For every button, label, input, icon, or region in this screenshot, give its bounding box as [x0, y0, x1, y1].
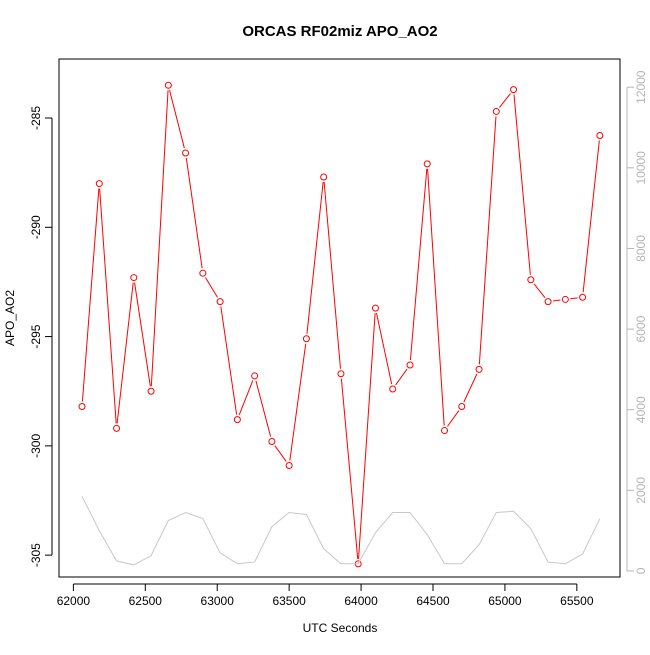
- primary-series-point: [596, 131, 604, 139]
- primary-series-point: [423, 160, 431, 168]
- plot-frame: [58, 58, 621, 578]
- primary-series-segment: [533, 283, 546, 298]
- primary-series-segment: [169, 89, 185, 149]
- primary-series-point: [78, 403, 86, 411]
- primary-series-point: [147, 387, 155, 395]
- chart-title: ORCAS RF02miz APO_AO2: [242, 23, 437, 40]
- primary-series-segment: [134, 282, 151, 387]
- y-tick-label: -285: [29, 106, 43, 130]
- x-tick-label: 65000: [488, 594, 522, 608]
- primary-series-segment: [274, 445, 287, 462]
- primary-series-point: [510, 86, 518, 94]
- primary-series-point: [285, 462, 293, 470]
- primary-series-segment: [463, 373, 478, 403]
- primary-series-point: [458, 403, 466, 411]
- primary-series-segment: [395, 368, 408, 386]
- primary-series-segment: [150, 90, 169, 387]
- primary-series-segment: [447, 410, 460, 427]
- primary-series-point: [389, 385, 397, 393]
- primary-series-segment: [306, 181, 324, 334]
- primary-series-point: [113, 424, 121, 432]
- primary-series-point: [216, 298, 224, 306]
- primary-series-segment: [409, 168, 428, 361]
- primary-series-point: [130, 274, 138, 282]
- primary-series-segment: [498, 93, 511, 108]
- y2-tick-label: 4000: [634, 396, 648, 423]
- primary-series-segment: [116, 282, 134, 424]
- primary-series-point: [199, 269, 207, 277]
- primary-series-segment: [513, 94, 531, 275]
- x-tick-label: 64500: [416, 594, 450, 608]
- primary-series-segment: [255, 380, 272, 437]
- y-tick-label: -295: [29, 324, 43, 348]
- y-tick-label: -300: [29, 434, 43, 458]
- y2-tick-label: 6000: [634, 315, 648, 342]
- primary-series-point: [233, 416, 241, 424]
- primary-series-point: [302, 335, 310, 343]
- secondary-series-line: [81, 496, 601, 566]
- y2-tick-label: 12000: [634, 70, 648, 104]
- primary-series-segment: [289, 343, 307, 461]
- primary-series-segment: [99, 188, 117, 424]
- x-tick-label: 65500: [560, 594, 594, 608]
- primary-series-segment: [552, 299, 561, 302]
- y-tick-label: -290: [29, 215, 43, 239]
- primary-series-point: [182, 149, 190, 157]
- primary-series-point: [337, 370, 345, 378]
- x-tick-label: 63500: [272, 594, 306, 608]
- primary-series-segment: [238, 380, 254, 416]
- y2-tick-label: 8000: [634, 235, 648, 262]
- x-tick-label: 62000: [57, 594, 91, 608]
- primary-series-point: [561, 295, 569, 303]
- y2-tick-label: 2000: [634, 477, 648, 504]
- primary-series-segment: [340, 378, 359, 559]
- primary-series-point: [475, 365, 483, 373]
- primary-series-segment: [185, 157, 203, 269]
- primary-series-point: [544, 298, 552, 306]
- primary-series-segment: [323, 181, 341, 369]
- primary-series-segment: [478, 116, 497, 365]
- primary-series-point: [95, 180, 103, 188]
- primary-series-point: [251, 372, 259, 380]
- y-tick-label: -305: [29, 543, 43, 567]
- y-axis-title: APO_AO2: [3, 290, 17, 346]
- primary-series-segment: [205, 277, 218, 298]
- primary-series-segment: [358, 313, 376, 559]
- x-tick-label: 63000: [201, 594, 235, 608]
- primary-series-point: [268, 437, 276, 445]
- primary-series-point: [320, 173, 328, 181]
- y2-tick-label: 10000: [634, 151, 648, 185]
- primary-series-segment: [220, 306, 238, 415]
- primary-series-point: [527, 276, 535, 284]
- primary-series-segment: [570, 297, 578, 300]
- primary-series-segment: [427, 168, 445, 426]
- x-tick-label: 62500: [129, 594, 163, 608]
- primary-series-point: [406, 361, 414, 369]
- x-tick-label: 64000: [344, 594, 378, 608]
- primary-series-point: [371, 304, 379, 312]
- primary-series-segment: [81, 188, 100, 402]
- primary-series-segment: [376, 312, 393, 385]
- primary-series-point: [492, 107, 500, 115]
- x-axis-title: UTC Seconds: [303, 621, 378, 635]
- y2-tick-label: 0: [634, 567, 648, 574]
- primary-series-point: [579, 293, 587, 301]
- primary-series-point: [164, 81, 172, 89]
- primary-series-segment: [582, 140, 600, 293]
- primary-series-point: [441, 427, 449, 435]
